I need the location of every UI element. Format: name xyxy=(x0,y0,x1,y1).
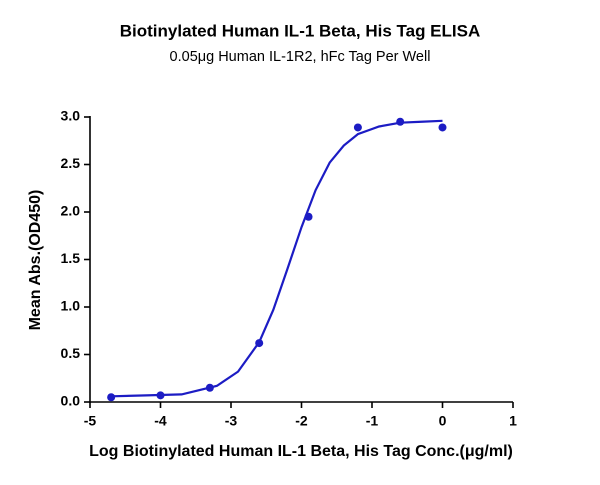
chart-subtitle: 0.05μg Human IL-1R2, hFc Tag Per Well xyxy=(170,49,431,65)
chart-title: Biotinylated Human IL-1 Beta, His Tag EL… xyxy=(120,21,481,40)
y-tick-label: 2.0 xyxy=(61,203,81,219)
data-point xyxy=(396,117,405,126)
x-tick-label: 1 xyxy=(509,413,517,429)
y-tick-label: 3.0 xyxy=(61,108,81,124)
y-tick-label: 0.5 xyxy=(61,345,81,361)
x-tick-label: -2 xyxy=(295,413,308,429)
x-tick-label: -4 xyxy=(154,413,167,429)
x-tick-label: -5 xyxy=(84,413,97,429)
y-axis-label: Mean Abs.(OD450) xyxy=(27,190,44,331)
y-tick-label: 0.0 xyxy=(61,393,81,409)
x-tick-label: -1 xyxy=(366,413,379,429)
y-tick-label: 1.0 xyxy=(61,298,81,314)
y-tick-label: 1.5 xyxy=(61,250,81,266)
data-point xyxy=(205,383,214,392)
fit-curve xyxy=(111,119,443,398)
y-tick-label: 2.5 xyxy=(61,155,81,171)
data-point xyxy=(255,339,264,348)
x-axis-label: Log Biotinylated Human IL-1 Beta, His Ta… xyxy=(89,443,513,460)
data-point xyxy=(107,393,116,402)
x-tick-label: -3 xyxy=(225,413,238,429)
data-point xyxy=(353,123,362,132)
data-point xyxy=(156,391,165,400)
x-tick-label: 0 xyxy=(439,413,447,429)
data-point xyxy=(438,123,447,132)
data-point xyxy=(304,212,313,221)
